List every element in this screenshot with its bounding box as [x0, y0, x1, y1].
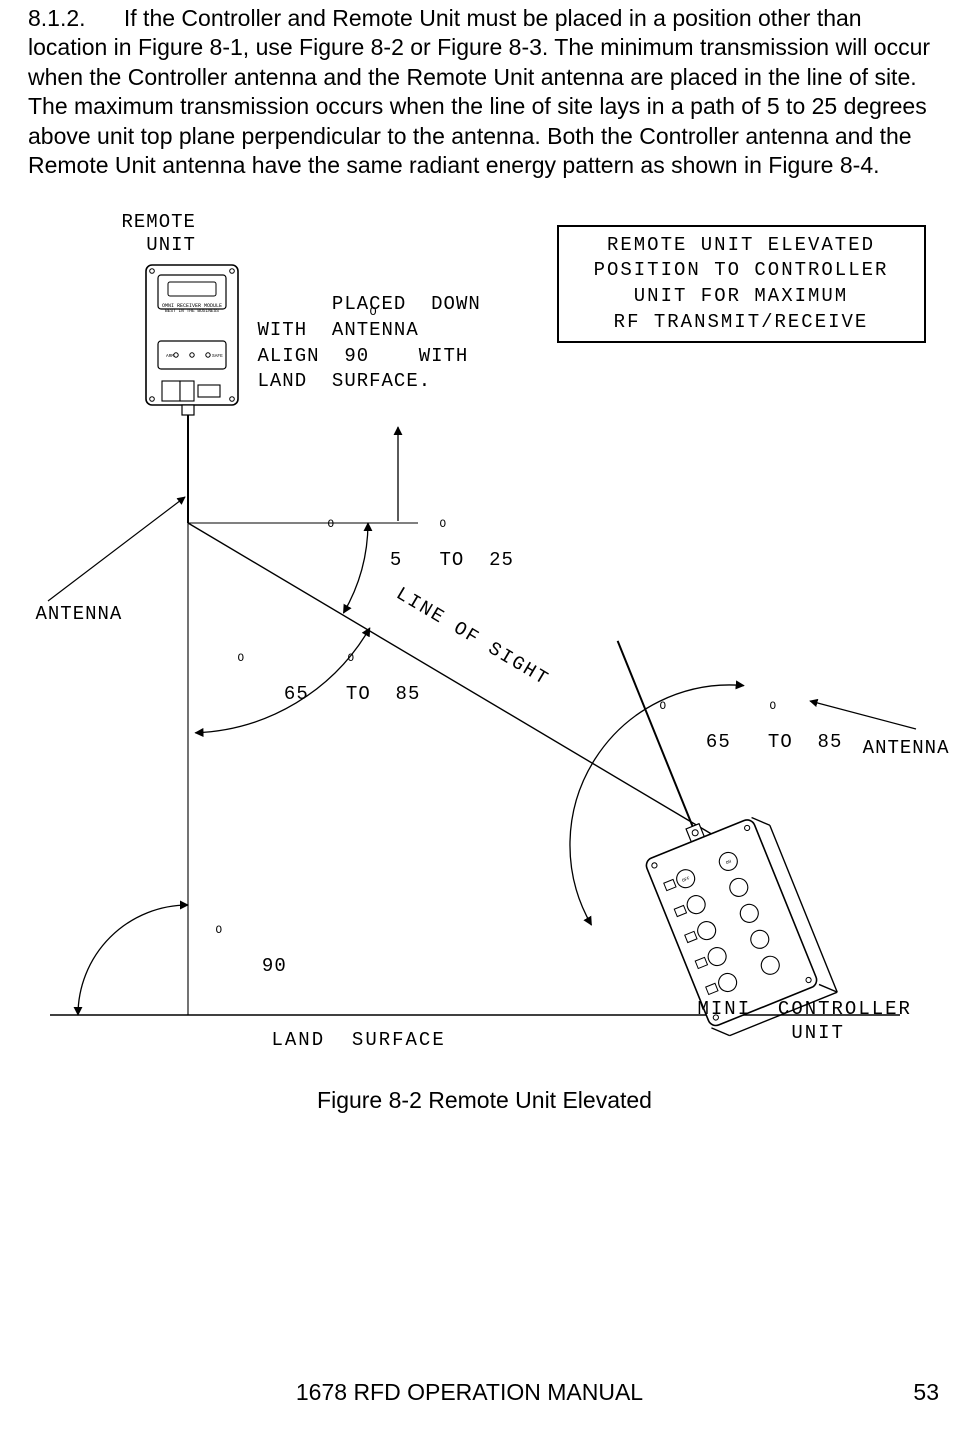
svg-text:ARM: ARM [166, 353, 174, 359]
figure-svg: OMNI RECEIVER MODULE BEST IN THE BUSINES… [40, 209, 930, 1069]
leader-antenna-left [48, 497, 185, 601]
deg-5-25-a: O [328, 519, 336, 531]
footer-page-number: 53 [913, 1379, 939, 1406]
figure-caption: Figure 8-2 Remote Unit Elevated [28, 1087, 941, 1114]
label-mini-controller: MINI CONTROLLER UNIT [698, 997, 912, 1046]
controller-unit-drawing: OFFON [563, 613, 836, 1040]
page-footer: 1678 RFD OPERATION MANUAL 53 [0, 1379, 969, 1406]
deg-90: O [216, 925, 224, 937]
remote-unit-drawing: OMNI RECEIVER MODULE BEST IN THE BUSINES… [146, 265, 238, 523]
deg-65-85-right-a: O [660, 701, 668, 713]
deg-5-25-b: O [440, 519, 448, 531]
figure-8-2: REMOTE UNIT ELEVATED POSITION TO CONTROL… [40, 209, 930, 1069]
arc-90 [78, 905, 188, 1015]
deg-65-85-left-a: O [238, 653, 246, 665]
label-antenna-left: ANTENNA [36, 603, 123, 625]
label-65-85-right: 65 TO 85 [632, 709, 843, 775]
footer-manual-title: 1678 RFD OPERATION MANUAL [296, 1379, 643, 1406]
label-90: 90 [188, 933, 287, 999]
label-antenna-right: ANTENNA [863, 737, 950, 759]
section-paragraph: 8.1.2. If the Controller and Remote Unit… [28, 0, 941, 181]
label-65-85-left: 65 TO 85 [210, 661, 421, 727]
deg-65-85-right-b: O [770, 701, 778, 713]
label-land-surface: LAND SURFACE [272, 1029, 446, 1051]
svg-text:SAFE: SAFE [212, 353, 223, 359]
section-number: 8.1.2. [28, 5, 86, 31]
deg-65-85-left-b: O [348, 653, 356, 665]
label-5-25: 5 TO 25 [316, 527, 514, 593]
svg-text:BEST IN THE BUSINESS: BEST IN THE BUSINESS [164, 308, 218, 314]
section-text: If the Controller and Remote Unit must b… [28, 5, 930, 178]
